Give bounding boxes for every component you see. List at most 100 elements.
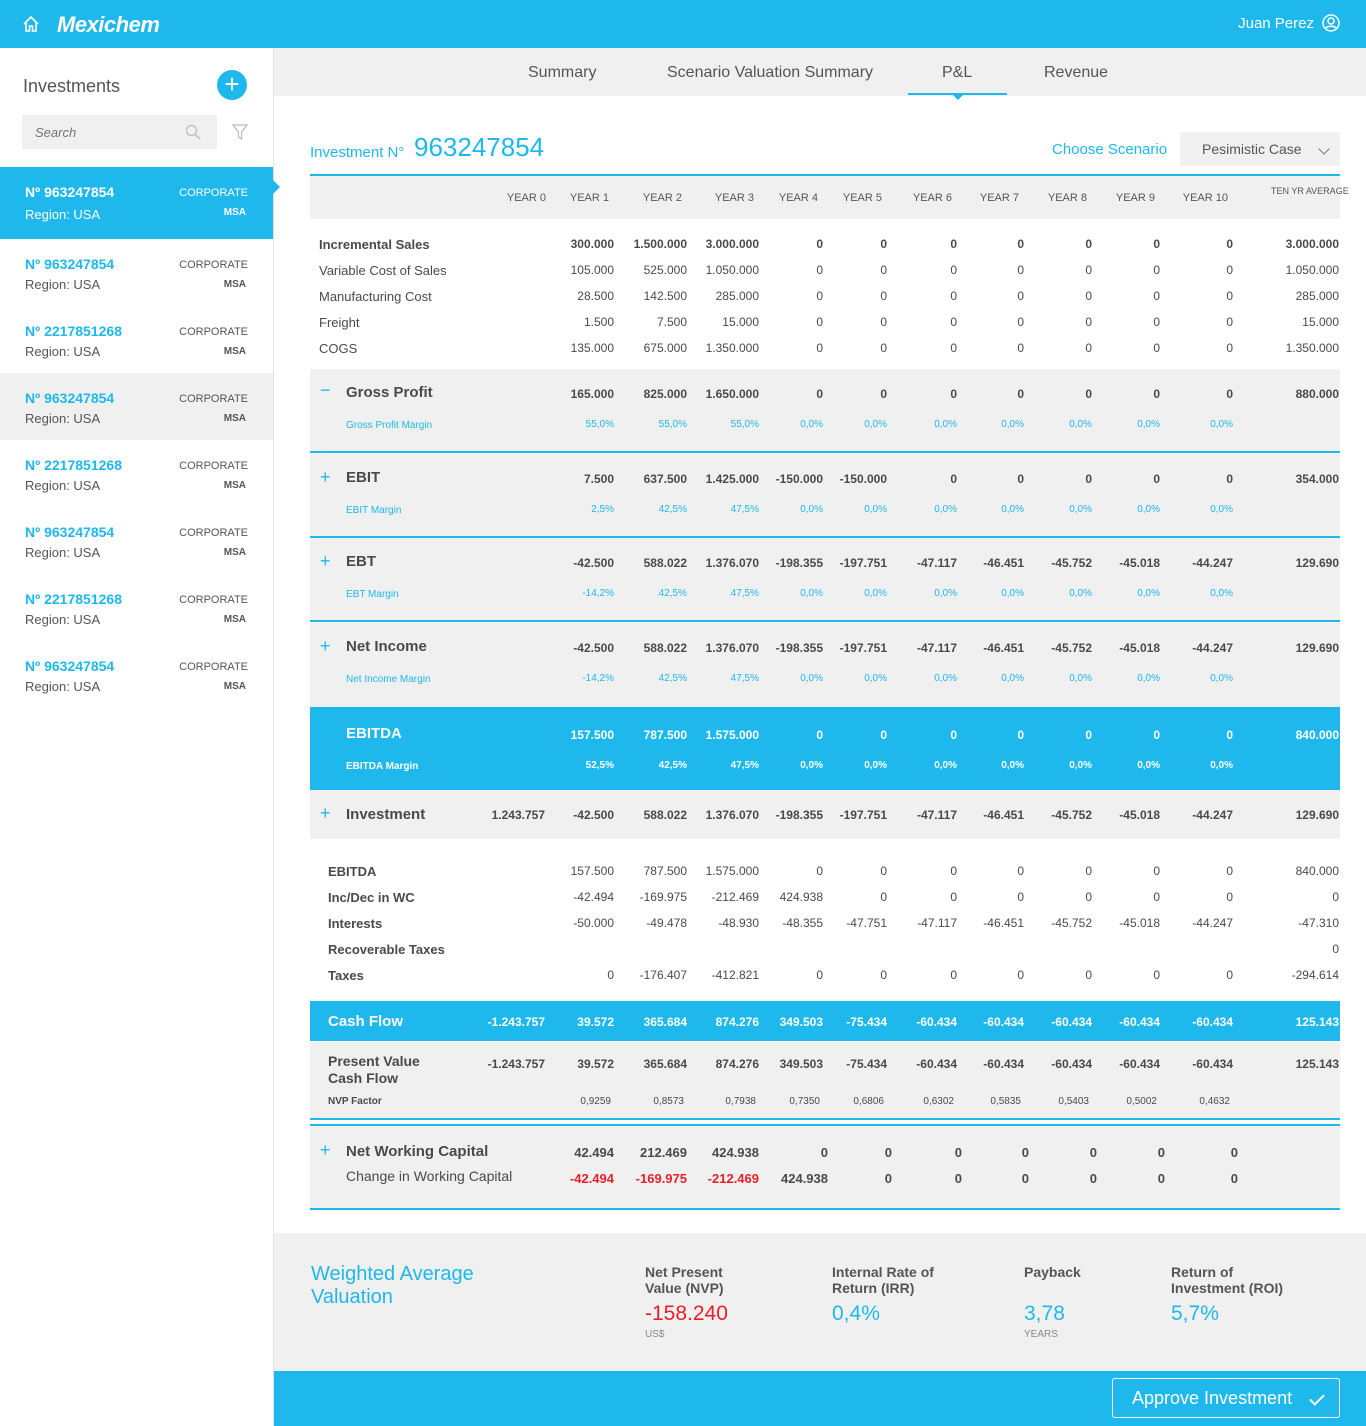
table-cell: 3.000.000 (1285, 237, 1339, 251)
margin-cell: 0,0% (1001, 673, 1024, 684)
expand-toggle-icon[interactable]: + (320, 467, 331, 487)
table-cell: 0 (950, 387, 957, 401)
summary-block: + EBT -42.500 588.022 1.376.070 -198.355 -197.… (310, 538, 1340, 622)
kpi-title: Return of Investment (ROI) (1171, 1264, 1283, 1296)
present-value-block: Present Value Cash Flow -1.243.757 39.572 36… (310, 1041, 1340, 1120)
margin-cell: 42,5% (658, 588, 687, 599)
table-cell: 0 (1226, 968, 1233, 982)
margin-cell: 42,5% (658, 673, 687, 684)
home-icon[interactable] (22, 15, 40, 33)
choose-scenario-label: Choose Scenario (1052, 141, 1168, 158)
table-cell: 129.690 (1295, 641, 1339, 655)
investment-list-item[interactable]: Nº 963247854 Region: USA CORPORATE MSA (0, 641, 273, 708)
tab-summary[interactable]: Summary (528, 64, 597, 81)
scenario-select[interactable]: Pesimistic Case (1180, 132, 1340, 166)
margin-cell: 42,5% (658, 504, 687, 515)
table-cell: 525.000 (643, 263, 687, 277)
table-cell: 0 (950, 890, 957, 904)
investment-list: Nº 963247854 Region: USA CORPORATE MSA Nº 96… (0, 167, 280, 708)
expand-toggle-icon[interactable]: + (320, 1140, 331, 1160)
investment-item-unit: MSA (223, 346, 246, 357)
margin-cell: 0,0% (934, 673, 957, 684)
approve-investment-button[interactable]: Approve Investment (1112, 1378, 1340, 1418)
table-cell: 0,7350 (789, 1096, 820, 1107)
investment-list-item[interactable]: Nº 963247854 Region: USA CORPORATE MSA (0, 239, 273, 306)
kpi-title: Net Present Value (NVP) (645, 1264, 724, 1296)
expand-toggle-icon[interactable]: + (320, 803, 331, 823)
table-cell: -60.434 (916, 1057, 957, 1071)
investment-item-type: CORPORATE (179, 594, 248, 606)
table-cell: -198.355 (775, 556, 823, 570)
investment-item-number: Nº 963247854 (25, 390, 115, 406)
tab-pl[interactable]: P&L (942, 64, 973, 81)
table-cell: 825.000 (643, 387, 687, 401)
table-cell: 0,8573 (653, 1096, 684, 1107)
table-cell: 165.000 (570, 387, 614, 401)
add-investment-button[interactable]: + (217, 70, 247, 100)
table-cell: -197.751 (839, 641, 887, 655)
investment-list-item[interactable]: Nº 963247854 Region: USA CORPORATE MSA (0, 507, 273, 574)
search-icon[interactable] (185, 124, 201, 140)
table-cell: 0 (816, 315, 823, 329)
margin-cell: 0,0% (934, 419, 957, 430)
active-tab-caret (952, 94, 964, 100)
table-cell: 0 (1017, 890, 1024, 904)
investment-item-type: CORPORATE (179, 259, 248, 271)
margin-cell: 0,0% (1137, 419, 1160, 430)
table-cell: -197.751 (839, 556, 887, 570)
investment-item-number: Nº 963247854 (25, 524, 115, 540)
search-input[interactable] (22, 115, 217, 149)
table-cell: 0 (1085, 728, 1092, 742)
table-cell: 0,7938 (725, 1096, 756, 1107)
table-cell: -60.434 (1119, 1015, 1160, 1029)
investment-list-item[interactable]: Nº 963247854 Region: USA CORPORATE MSA (0, 167, 280, 239)
table-cell: 1.350.000 (705, 341, 759, 355)
table-cell: 0 (1017, 864, 1024, 878)
table-cell: -47.310 (1298, 916, 1339, 930)
table-cell: 1.575.000 (705, 864, 759, 878)
investment-list-item[interactable]: Nº 2217851268 Region: USA CORPORATE MSA (0, 574, 273, 641)
investment-list-item[interactable]: Nº 963247854 Region: USA CORPORATE MSA (0, 373, 273, 440)
table-cell: 0 (1085, 864, 1092, 878)
user-circle-icon[interactable] (1322, 14, 1340, 32)
investment-item-unit: MSA (223, 480, 246, 491)
table-cell: -60.434 (983, 1057, 1024, 1071)
table-cell: 0 (1226, 890, 1233, 904)
tab-scenario-valuation-summary[interactable]: Scenario Valuation Summary (667, 64, 874, 81)
table-cell: 7.500 (583, 472, 614, 486)
table-cell: 354.000 (1295, 472, 1339, 486)
expand-toggle-icon[interactable]: + (320, 636, 331, 656)
kpi-title-line2: Return (IRR) (832, 1280, 915, 1296)
column-header: YEAR 0 (506, 192, 546, 204)
scenario-value: Pesimistic Case (1202, 141, 1302, 157)
table-cell: -198.355 (775, 641, 823, 655)
margin-cell: 47,5% (730, 504, 759, 515)
table-cell: 0 (1017, 968, 1024, 982)
table-cell: 212.469 (640, 1145, 687, 1160)
table-cell: 1.243.757 (491, 808, 545, 822)
investment-block: + Investment 1.243.757 -42.500 588.022 1.376.… (310, 790, 1340, 839)
investment-list-item[interactable]: Nº 2217851268 Region: USA CORPORATE MSA (0, 440, 273, 507)
table-cell: 0 (1085, 387, 1092, 401)
table-cell: 1.376.070 (705, 808, 759, 822)
table-cell: 0 (1085, 472, 1092, 486)
expand-toggle-icon[interactable]: − (320, 380, 331, 400)
filter-icon[interactable] (232, 124, 248, 140)
table-cell: -46.451 (983, 916, 1024, 930)
table-cell: -50.000 (573, 916, 614, 930)
investment-list-item[interactable]: Nº 2217851268 Region: USA CORPORATE MSA (0, 306, 273, 373)
expand-toggle-icon[interactable]: + (320, 551, 331, 571)
table-cell: -45.752 (1051, 808, 1092, 822)
table-cell: 0 (1226, 237, 1233, 251)
table-cell: 424.938 (712, 1145, 759, 1160)
block-label: Cash Flow (328, 1013, 404, 1030)
table-cell: -47.117 (916, 641, 957, 655)
tab-revenue[interactable]: Revenue (1044, 64, 1109, 81)
table-cell: 0 (816, 968, 823, 982)
table-cell: -75.434 (846, 1057, 887, 1071)
table-cell: 0 (816, 387, 823, 401)
table-cell: 874.276 (715, 1057, 759, 1071)
table-cell: -212.469 (707, 1171, 759, 1186)
user-name[interactable]: Juan Perez (1238, 15, 1314, 32)
table-cell: 0 (1085, 289, 1092, 303)
